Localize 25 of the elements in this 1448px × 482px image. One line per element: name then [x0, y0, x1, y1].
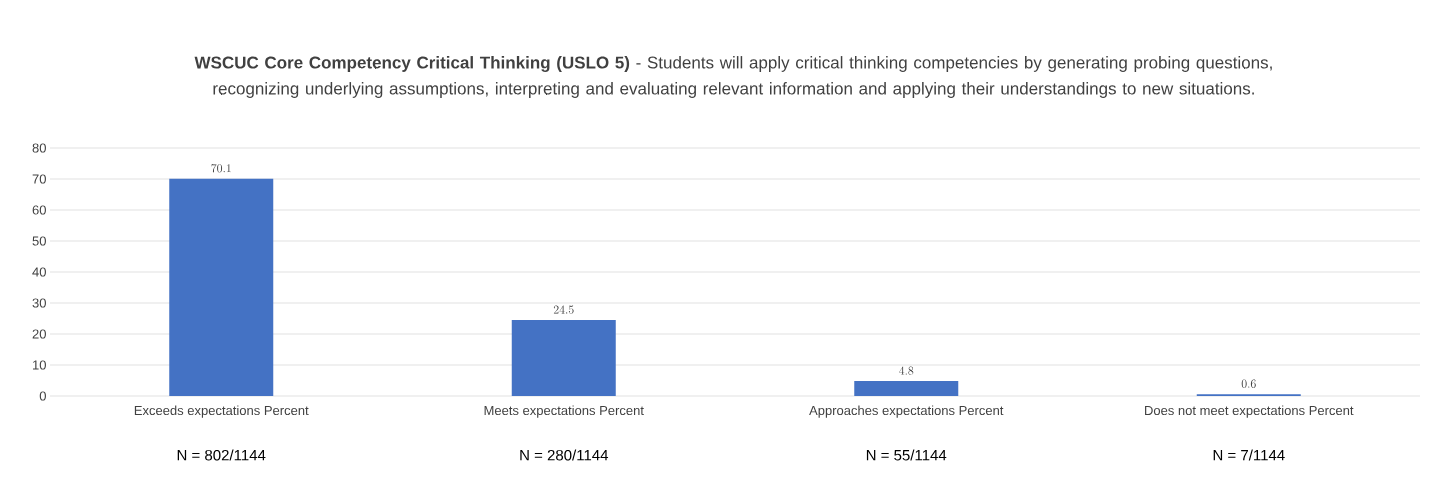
y-tick-label: 60 [32, 205, 46, 215]
y-tick-label: 80 [32, 143, 46, 153]
y-tick-label: 50 [32, 236, 46, 246]
text: N = 55/1144 [866, 449, 947, 461]
data-label: 24.5 [553, 305, 574, 314]
y-tick-label: 40 [32, 267, 46, 277]
data-label: 0.6 [1241, 379, 1256, 388]
y-tick-label: 10 [33, 360, 46, 370]
bar [169, 178, 274, 396]
y-tick-label: 20 [32, 329, 46, 339]
data-label: 4.8 [899, 366, 914, 375]
y-tick-label: 70 [32, 174, 46, 184]
y-tick-label: 0 [39, 391, 46, 401]
x-tick-label: Approaches expectations Percent [809, 405, 1004, 418]
x-tick-label: Does not meet expectations Percent [1145, 405, 1354, 418]
chart-title: WSCUC Core Competency Critical Thinking (USLO 5) - Students will apply critical thinking competencies by generating probing questions, recognizing underlying assumptions, interpreting and evaluating relevant information and applying their understandings to new situations. [194, 56, 1272, 98]
bar [854, 381, 959, 396]
x-tick-label: Meets expectations Percent [484, 405, 644, 418]
text: N = 280/1144 [520, 449, 609, 461]
text: N = 802/1144 [177, 449, 266, 461]
bar [511, 320, 616, 396]
x-tick-label: Exceeds expectations Percent [134, 405, 309, 418]
text: N = 7/1144 [1213, 449, 1285, 461]
data-label: 70. 1 [211, 164, 231, 173]
y-tick-label: 30 [32, 298, 46, 308]
